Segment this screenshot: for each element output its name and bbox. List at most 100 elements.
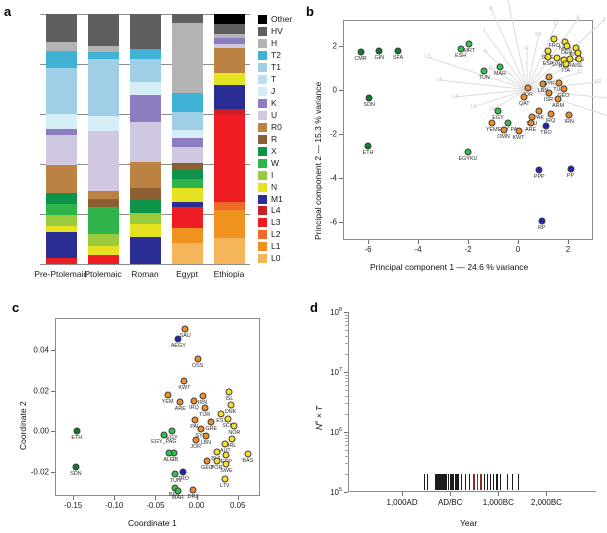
- panel-b-point-pak[interactable]: [535, 107, 543, 115]
- panel-b-point-geo[interactable]: [560, 85, 567, 93]
- panel-c-point-sdn[interactable]: [72, 463, 80, 471]
- panel-a-legend-item[interactable]: X: [258, 145, 304, 157]
- panel-b-point-tun[interactable]: [480, 67, 488, 75]
- panel-b-point-egy-pa[interactable]: [504, 119, 511, 127]
- panel-a-legend-item[interactable]: U: [258, 110, 304, 122]
- panel-c-point-lbn[interactable]: [202, 432, 210, 440]
- panel-a-legend-item[interactable]: T: [258, 74, 304, 86]
- panel-c-point-est[interactable]: [217, 410, 225, 418]
- panel-b-point-ita[interactable]: [562, 60, 570, 68]
- panel-c-point-aegy[interactable]: [174, 335, 182, 343]
- panel-c-point-are[interactable]: [176, 398, 184, 406]
- panel-a-legend-item[interactable]: L0: [258, 253, 304, 265]
- panel-b-point-isr[interactable]: [545, 89, 552, 97]
- panel-a-legend-item[interactable]: H: [258, 38, 304, 50]
- panel-c-point-por[interactable]: [213, 457, 221, 465]
- panel-b-point-syr[interactable]: [545, 73, 553, 81]
- panel-c-point-egy[interactable]: [168, 427, 176, 435]
- panel-b-point-irq[interactable]: [547, 110, 554, 117]
- panel-c-point-bul[interactable]: [213, 448, 221, 456]
- panel-a-legend-item[interactable]: Other: [258, 14, 304, 26]
- panel-c-point-tro[interactable]: [179, 468, 187, 476]
- panel-b-point-deu[interactable]: [563, 42, 571, 50]
- panel-b-point-pp[interactable]: [567, 165, 574, 173]
- panel-c-point-ltv[interactable]: [221, 475, 229, 483]
- panel-b-point-svn[interactable]: [553, 54, 561, 62]
- panel-c-point-irn[interactable]: [199, 392, 207, 400]
- panel-b-point-egy[interactable]: [494, 107, 502, 115]
- panel-b-point-ppp[interactable]: [535, 166, 543, 174]
- panel-b-point-isl[interactable]: [575, 55, 583, 62]
- panel-a-legend-item[interactable]: HV: [258, 26, 304, 38]
- panel-c-point-syr[interactable]: [197, 425, 205, 433]
- panel-b-point-mar[interactable]: [496, 63, 504, 71]
- panel-c-point-irq[interactable]: [190, 397, 198, 405]
- panel-a-legend-item[interactable]: T2: [258, 50, 304, 62]
- panel-b-point-qat[interactable]: [520, 93, 528, 101]
- panel-a-legend-item[interactable]: K: [258, 98, 304, 110]
- panel-c-point-nor[interactable]: [230, 422, 238, 430]
- panel-b-point-tur[interactable]: [555, 79, 563, 87]
- panel-c-point-tun[interactable]: [171, 470, 179, 478]
- panel-a-legend-item[interactable]: J: [258, 86, 304, 98]
- panel-b-point-eth[interactable]: [364, 142, 372, 150]
- panel-c-point-isl[interactable]: [225, 388, 233, 396]
- legend-label-u: U: [271, 109, 278, 120]
- panel-b-point-jor[interactable]: [524, 84, 531, 92]
- panel-b-point-sfa[interactable]: [394, 47, 402, 55]
- panel-c-point-pal[interactable]: [191, 416, 199, 424]
- panel-b-point-yem[interactable]: [488, 119, 496, 127]
- panel-c-point-swe[interactable]: [222, 460, 230, 468]
- panel-a-legend-item[interactable]: I: [258, 169, 304, 181]
- panel-c-point-kwt[interactable]: [180, 377, 188, 385]
- panel-b-point-esp[interactable]: [544, 53, 552, 61]
- panel-c-point-eth[interactable]: [73, 427, 81, 435]
- panel-b-point-mrt[interactable]: [465, 40, 473, 48]
- panel-a-legend-item[interactable]: L4: [258, 205, 304, 217]
- panel-c-point-aut[interactable]: [221, 440, 229, 448]
- panel-c-point-gre[interactable]: [207, 418, 215, 426]
- panel-c-point-mar[interactable]: [174, 487, 182, 495]
- panel-b-point-irn[interactable]: [565, 111, 573, 119]
- panel-a-legend-item[interactable]: T1: [258, 62, 304, 74]
- panel-c-point-drz[interactable]: [189, 486, 197, 494]
- panel-b-point-arm[interactable]: [554, 95, 562, 103]
- panel-c-point-esp[interactable]: [222, 451, 230, 459]
- panel-b-point-sdn[interactable]: [365, 94, 373, 102]
- panel-b-point-label-kwt: KWT: [512, 135, 525, 142]
- panel-a-legend-item[interactable]: R0: [258, 121, 304, 133]
- panel-b-point-are[interactable]: [527, 119, 534, 127]
- panel-c-point-egy-pag[interactable]: [160, 431, 168, 439]
- panel-a-legend-item[interactable]: L3: [258, 217, 304, 229]
- panel-c-point-sco[interactable]: [224, 415, 232, 423]
- panel-b-point-gin[interactable]: [375, 47, 383, 55]
- panel-c-point-alg[interactable]: [165, 449, 173, 457]
- panel-b-point-fro[interactable]: [550, 35, 558, 43]
- panel-a-legend-item[interactable]: L2: [258, 229, 304, 241]
- panel-a-legend-item[interactable]: R: [258, 133, 304, 145]
- panel-b-y-tick: [339, 178, 343, 180]
- panel-c-point-yem[interactable]: [164, 391, 172, 399]
- panel-c-point-geo[interactable]: [203, 457, 211, 465]
- panel-a-legend-item[interactable]: M1: [258, 193, 304, 205]
- panel-b-point-cmr[interactable]: [357, 48, 364, 56]
- panel-c-point-irl[interactable]: [228, 435, 236, 443]
- panel-c-point-oss[interactable]: [194, 355, 202, 363]
- panel-c-point-bas[interactable]: [244, 450, 252, 458]
- panel-a-legend-item[interactable]: L1: [258, 241, 304, 253]
- panel-b-point-rp[interactable]: [538, 217, 546, 225]
- panel-a-legend-item[interactable]: N: [258, 181, 304, 193]
- panel-b-point-kwt[interactable]: [515, 127, 522, 135]
- panel-c-point-jor[interactable]: [192, 436, 200, 444]
- panel-c-point-sau[interactable]: [181, 325, 189, 333]
- panel-b-point-esh[interactable]: [457, 45, 464, 53]
- panel-c-point-label-eth: ETH: [71, 434, 83, 441]
- panel-b-point-egyku[interactable]: [464, 148, 472, 156]
- panel-c-point-dnk[interactable]: [227, 401, 235, 409]
- panel-b-point-fra[interactable]: [566, 55, 574, 62]
- panel-c-point-tur[interactable]: [201, 404, 209, 412]
- panel-b-point-omn[interactable]: [500, 126, 507, 134]
- panel-b-point-lbn[interactable]: [539, 80, 547, 88]
- panel-b-point-tro[interactable]: [542, 122, 550, 130]
- panel-a-legend-item[interactable]: W: [258, 157, 304, 169]
